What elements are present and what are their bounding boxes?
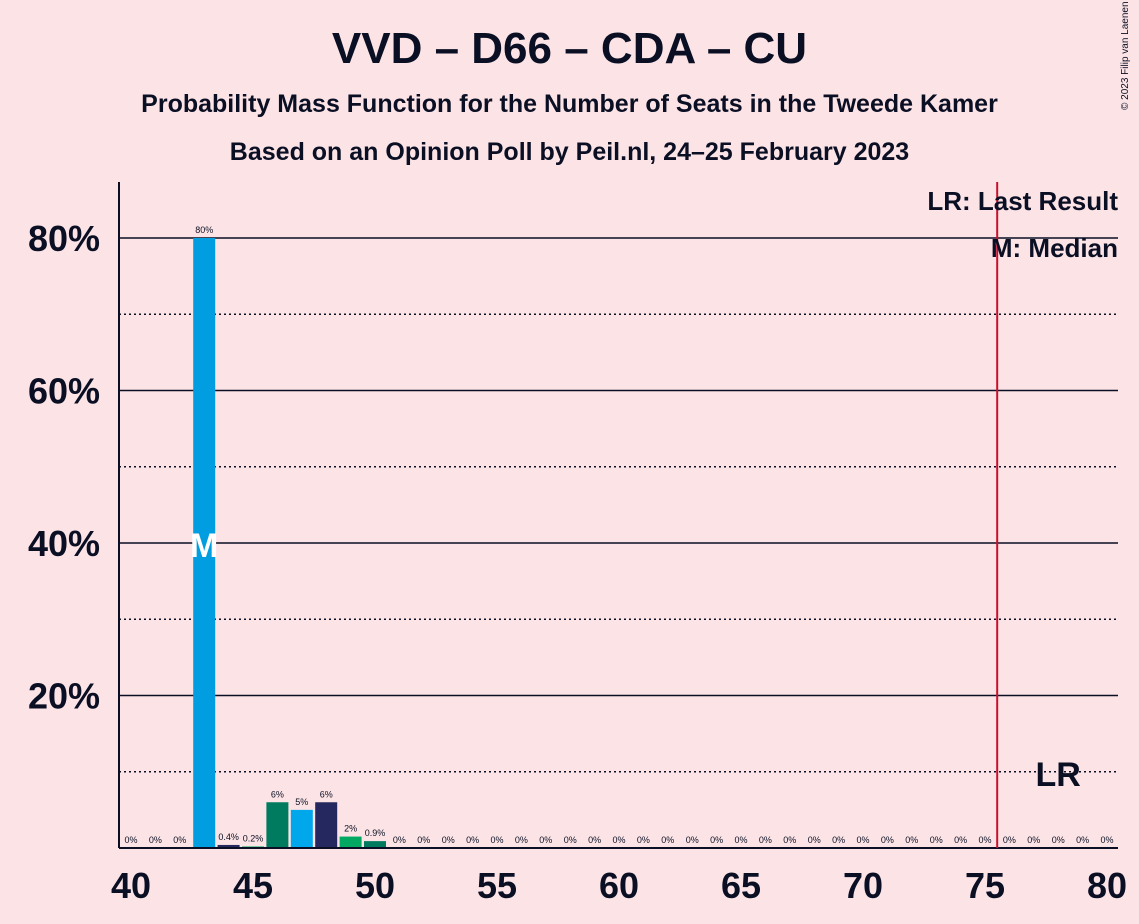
y-tick-label: 20% [28, 676, 100, 717]
bar-value-label: 0% [393, 835, 406, 845]
bar [364, 841, 386, 848]
bar-value-label: 0% [1052, 835, 1065, 845]
median-marker: M [190, 527, 218, 565]
x-tick-label: 45 [233, 865, 273, 906]
bar-value-label: 0% [1003, 835, 1016, 845]
legend-last-result: LR: Last Result [927, 186, 1118, 216]
bar-value-label: 0% [417, 835, 430, 845]
bar-value-label: 0% [661, 835, 674, 845]
bar-value-label: 0% [686, 835, 699, 845]
chart-overlays: M LR LR: Last Result M: Median [190, 182, 1118, 848]
bar-value-label: 5% [295, 797, 308, 807]
y-tick-label: 80% [28, 218, 100, 259]
bar-value-label: 0% [905, 835, 918, 845]
bar-value-label: 0% [588, 835, 601, 845]
last-result-marker: LR [1036, 756, 1081, 794]
bar-value-label: 0% [1027, 835, 1040, 845]
bar-value-label: 0% [759, 835, 772, 845]
bar-series [193, 238, 386, 848]
x-tick-label: 55 [477, 865, 517, 906]
bar [339, 836, 362, 848]
bar-value-label: 6% [271, 789, 284, 799]
bar-value-label: 0% [173, 835, 186, 845]
bar-value-label: 6% [320, 789, 333, 799]
chart-source: Based on an Opinion Poll by Peil.nl, 24–… [229, 138, 910, 166]
axes: 20% 40% 60% 80% 40 45 50 55 60 65 70 75 80 [28, 182, 1127, 906]
bar [193, 238, 216, 848]
bar-value-label: 0% [149, 835, 162, 845]
bar-value-label: 0% [515, 835, 528, 845]
bar-value-label: 0% [1100, 835, 1113, 845]
x-tick-label: 75 [965, 865, 1005, 906]
chart-subtitle: Probability Mass Function for the Number… [141, 90, 998, 118]
bar-value-label: 0% [930, 835, 943, 845]
bar-value-label: 0% [612, 835, 625, 845]
bar [266, 802, 289, 848]
bar-value-label: 0% [442, 835, 455, 845]
bar-value-label: 0% [710, 835, 723, 845]
bar-value-label: 0% [734, 835, 747, 845]
chart-title: VVD – D66 – CDA – CU [331, 24, 808, 73]
bar-value-label: 0.2% [243, 833, 264, 843]
bar-value-label: 0% [124, 835, 137, 845]
bar-value-label: 0% [832, 835, 845, 845]
x-tick-label: 65 [721, 865, 761, 906]
bar-value-labels: 0% 0% 0% 80% 0.4% 0.2% 6% 5% 6% 2% 0.9% 0% 0% 0% 0% 0% 0… [124, 225, 1113, 845]
bar-value-label: 0% [881, 835, 894, 845]
y-tick-label: 40% [28, 523, 100, 564]
y-tick-label: 60% [28, 371, 100, 412]
bar-value-label: 0.4% [218, 832, 239, 842]
bar-value-label: 0% [564, 835, 577, 845]
x-tick-label: 50 [355, 865, 395, 906]
bar-value-label: 0% [637, 835, 650, 845]
bar [217, 844, 240, 848]
x-tick-label: 40 [111, 865, 151, 906]
bar-value-label: 0% [539, 835, 552, 845]
x-tick-label: 70 [843, 865, 883, 906]
bar-value-label: 0.9% [365, 828, 386, 838]
x-tick-label: 60 [599, 865, 639, 906]
gridlines [119, 237, 1118, 773]
bar-value-label: 0% [783, 835, 796, 845]
legend-median: M: Median [991, 233, 1118, 263]
bar-value-label: 80% [195, 225, 213, 235]
bar-value-label: 0% [954, 835, 967, 845]
bar [290, 809, 313, 848]
bar-value-label: 0% [808, 835, 821, 845]
bar-value-label: 0% [1076, 835, 1089, 845]
bar-value-label: 0% [856, 835, 869, 845]
bar-value-label: 0% [978, 835, 991, 845]
bar [315, 802, 338, 848]
x-tick-label: 80 [1087, 865, 1127, 906]
bar-value-label: 2% [344, 824, 357, 834]
bar-value-label: 0% [490, 835, 503, 845]
bar-value-label: 0% [466, 835, 479, 845]
